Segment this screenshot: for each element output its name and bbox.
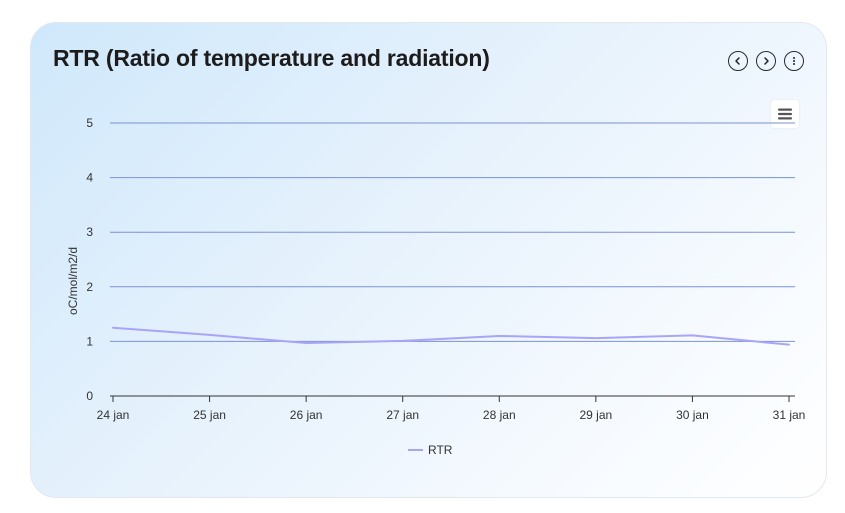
y-axis-label: oC/mol/m2/d [66, 247, 80, 315]
y-tick-label: 3 [86, 225, 93, 239]
x-tick-label: 26 jan [290, 408, 323, 422]
x-tick-label: 29 jan [580, 408, 613, 422]
y-axis-ticks: 0 1 2 3 4 5 [86, 116, 93, 403]
series-line-rtr[interactable] [112, 326, 790, 346]
prev-button[interactable] [728, 51, 748, 71]
legend-label: RTR [428, 443, 453, 457]
y-tick-label: 4 [86, 171, 93, 185]
line-chart: 0 1 2 3 4 5 24 jan 25 jan 26 jan 27 jan 28 jan 29 … [66, 116, 806, 457]
legend[interactable]: RTR [408, 443, 453, 457]
more-vertical-icon [793, 57, 795, 65]
x-tick-label: 28 jan [483, 408, 516, 422]
more-options-button[interactable] [784, 51, 804, 71]
y-tick-label: 5 [86, 116, 93, 130]
x-tick-label: 30 jan [676, 408, 709, 422]
x-tick-label: 24 jan [97, 408, 130, 422]
hamburger-menu-icon [778, 108, 792, 120]
card-title: RTR (Ratio of temperature and radiation) [53, 45, 490, 71]
y-tick-label: 2 [86, 280, 93, 294]
x-tick-label: 31 jan [773, 408, 806, 422]
x-tick-label: 25 jan [193, 408, 226, 422]
y-tick-label: 0 [86, 389, 93, 403]
chevron-left-icon [735, 57, 740, 65]
next-button[interactable] [756, 51, 776, 71]
chevron-right-icon [764, 57, 769, 65]
series-layer [112, 326, 790, 346]
x-tick-label: 27 jan [386, 408, 419, 422]
y-tick-label: 1 [86, 334, 93, 348]
gridlines [110, 122, 795, 342]
x-axis: 24 jan 25 jan 26 jan 27 jan 28 jan 29 jan 30 j… [97, 395, 806, 422]
chart-card: RTR (Ratio of temperature and radiation)… [30, 22, 827, 498]
